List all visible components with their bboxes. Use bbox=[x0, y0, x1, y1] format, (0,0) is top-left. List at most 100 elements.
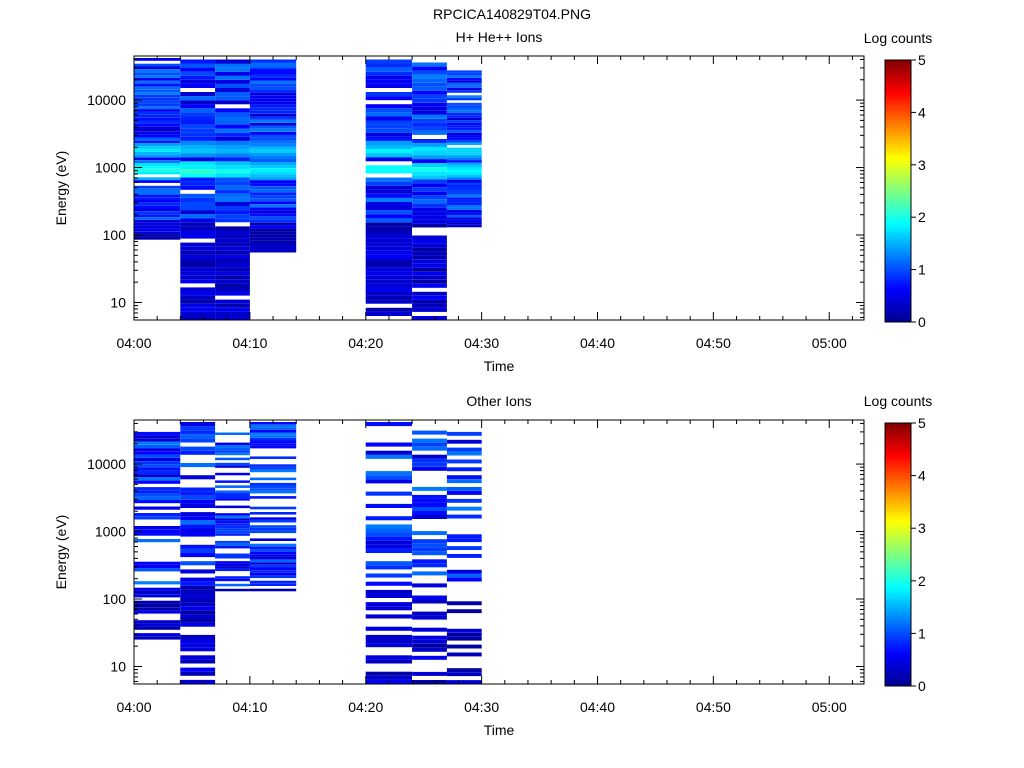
heatmap-cell bbox=[446, 117, 482, 121]
heatmap-cell bbox=[215, 165, 250, 170]
heatmap-cell bbox=[446, 534, 482, 539]
heatmap-cell bbox=[134, 451, 181, 455]
heatmap-cell bbox=[180, 201, 216, 206]
heatmap-cell bbox=[249, 74, 297, 78]
heatmap-cell bbox=[180, 524, 216, 529]
heatmap-cell bbox=[215, 445, 250, 448]
heatmap-cell bbox=[365, 120, 412, 125]
heatmap-cell bbox=[180, 643, 216, 648]
heatmap-cell bbox=[180, 589, 216, 594]
heatmap-cell bbox=[180, 311, 216, 316]
heatmap-cell bbox=[180, 516, 216, 521]
heatmap-cell bbox=[412, 635, 447, 640]
heatmap-cell bbox=[249, 150, 297, 153]
heatmap-cell bbox=[412, 283, 447, 288]
heatmap-cell bbox=[249, 430, 297, 433]
y-tick-label: 100 bbox=[103, 591, 127, 607]
heatmap-cell bbox=[365, 442, 412, 447]
y-tick-label: 10 bbox=[110, 294, 126, 310]
heatmap-cell bbox=[215, 543, 250, 546]
y-tick-label: 1000 bbox=[95, 524, 126, 540]
heatmap-cell bbox=[249, 543, 297, 547]
heatmap-cell bbox=[446, 162, 482, 166]
heatmap-cell bbox=[215, 230, 250, 235]
heatmap-cell bbox=[365, 479, 412, 484]
heatmap-cell bbox=[412, 122, 447, 127]
heatmap-cell bbox=[412, 267, 447, 272]
heatmap-cell bbox=[215, 498, 250, 501]
heatmap-cell bbox=[134, 529, 181, 533]
heatmap-cell bbox=[180, 83, 216, 88]
heatmap-cell bbox=[249, 165, 297, 168]
heatmap-cell bbox=[249, 216, 297, 220]
heatmap-cell bbox=[180, 475, 216, 480]
heatmap-cell bbox=[215, 63, 250, 68]
heatmap-cell bbox=[446, 514, 482, 519]
heatmap-cell bbox=[180, 104, 216, 109]
heatmap-cell bbox=[180, 315, 216, 320]
heatmap-cell bbox=[365, 246, 412, 251]
heatmap-cell bbox=[249, 183, 297, 187]
x-tick-label: 04:30 bbox=[464, 335, 499, 351]
heatmap-cell bbox=[215, 234, 250, 239]
heatmap-cell bbox=[249, 131, 297, 135]
heatmap-cell bbox=[412, 438, 447, 443]
heatmap-cell bbox=[134, 188, 181, 192]
heatmap-cell bbox=[412, 486, 447, 491]
heatmap-cell bbox=[249, 119, 297, 123]
heatmap-cell bbox=[365, 201, 412, 206]
heatmap-cell bbox=[412, 559, 447, 564]
heatmap-cell bbox=[215, 518, 250, 521]
heatmap-cell bbox=[134, 126, 181, 129]
heatmap-cell bbox=[412, 263, 447, 268]
heatmap-cell bbox=[412, 139, 447, 143]
heatmap-cell bbox=[446, 82, 482, 86]
heatmap-cell bbox=[412, 90, 447, 95]
heatmap-cell bbox=[215, 193, 250, 198]
heatmap-cell bbox=[446, 546, 482, 550]
heatmap-cell bbox=[412, 494, 447, 499]
heatmap-cell bbox=[134, 467, 181, 471]
heatmap-cell bbox=[180, 128, 216, 133]
heatmap-cell bbox=[215, 79, 250, 84]
heatmap-cell bbox=[180, 181, 216, 186]
heatmap-cell bbox=[446, 219, 482, 223]
heatmap-cell bbox=[134, 487, 181, 491]
heatmap-cell bbox=[446, 632, 482, 637]
heatmap-cell bbox=[180, 140, 216, 145]
heatmap-cell bbox=[412, 114, 447, 119]
heatmap-cell bbox=[446, 137, 482, 141]
heatmap-cell bbox=[365, 639, 412, 644]
heatmap-cell bbox=[446, 95, 482, 98]
heatmap-cell bbox=[180, 520, 216, 525]
heatmap-cell bbox=[215, 447, 250, 451]
heatmap-cell bbox=[412, 102, 447, 107]
heatmap-cells bbox=[134, 422, 482, 684]
heatmap-cell bbox=[134, 219, 181, 223]
heatmap-cell bbox=[134, 205, 181, 209]
heatmap-cell bbox=[215, 136, 250, 141]
x-tick-label: 04:00 bbox=[116, 335, 151, 351]
heatmap-cell bbox=[412, 515, 447, 519]
heatmap-cell bbox=[412, 106, 447, 111]
heatmap-cell bbox=[412, 531, 447, 536]
heatmap-cell bbox=[215, 303, 250, 308]
heatmap-cell bbox=[412, 163, 447, 168]
heatmap-cell bbox=[249, 107, 297, 111]
heatmap-cell bbox=[134, 581, 181, 585]
heatmap-cell bbox=[365, 544, 412, 549]
heatmap-cell bbox=[180, 271, 216, 276]
heatmap-cell bbox=[134, 191, 181, 195]
heatmap-cell bbox=[365, 104, 412, 109]
heatmap-cell bbox=[249, 445, 297, 449]
heatmap-cell bbox=[180, 153, 216, 158]
heatmap-cell bbox=[412, 195, 447, 200]
heatmap-cell bbox=[215, 169, 250, 174]
heatmap-cell bbox=[180, 230, 216, 235]
heatmap-cell bbox=[180, 647, 216, 652]
heatmap-cell bbox=[412, 70, 447, 75]
heatmap-cell bbox=[215, 279, 250, 284]
heatmap-cell bbox=[215, 201, 250, 206]
heatmap-cell bbox=[180, 569, 216, 574]
heatmap-cell bbox=[412, 94, 447, 99]
